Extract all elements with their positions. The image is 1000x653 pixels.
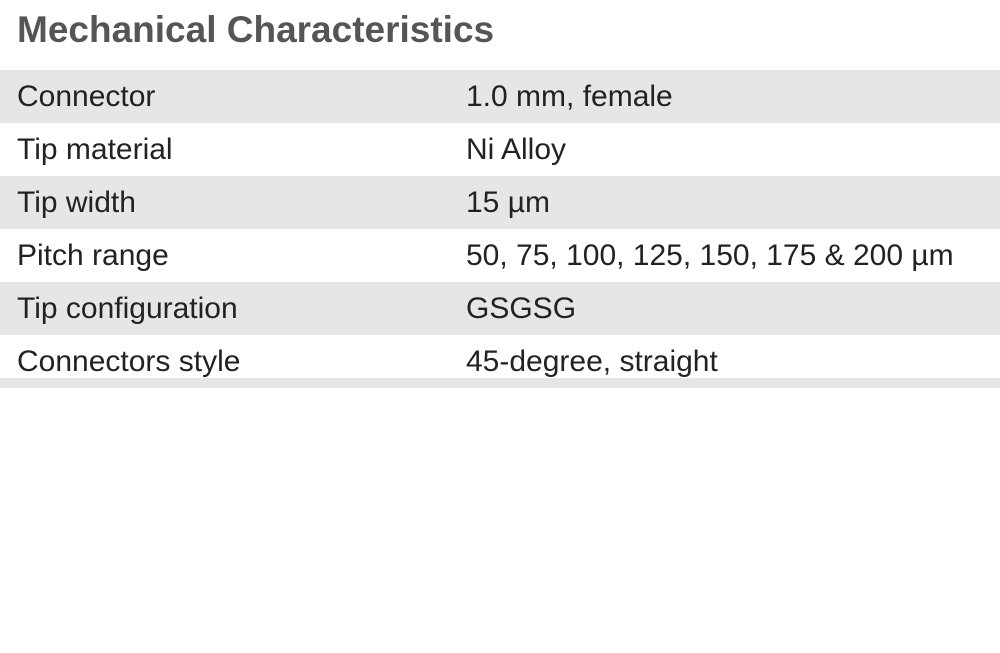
row-label-connector: Connector — [17, 79, 156, 113]
row-value-pitch-range: 50, 75, 100, 125, 150, 175 & 200 µm — [466, 238, 954, 272]
table-row: Tip configuration GSGSG — [0, 282, 1000, 335]
row-value-connectors-style: 45-degree, straight — [466, 344, 718, 378]
row-value-tip-width: 15 µm — [466, 185, 550, 219]
row-label-tip-material: Tip material — [17, 132, 173, 166]
page-title: Mechanical Characteristics — [17, 9, 495, 50]
table-row: Connectors style 45-degree, straight — [0, 335, 1000, 388]
table-row: Tip material Ni Alloy — [0, 123, 1000, 176]
table-bottom-divider — [0, 378, 1000, 388]
table-row: Connector 1.0 mm, female — [0, 70, 1000, 123]
spec-table: Connector 1.0 mm, female Tip material Ni… — [0, 70, 1000, 388]
row-label-pitch-range: Pitch range — [17, 238, 169, 272]
row-label-connectors-style: Connectors style — [17, 344, 241, 378]
row-label-tip-configuration: Tip configuration — [17, 291, 238, 325]
row-value-tip-configuration: GSGSG — [466, 291, 577, 325]
row-value-tip-material: Ni Alloy — [466, 132, 567, 166]
row-label-tip-width: Tip width — [17, 185, 136, 219]
table-row: Pitch range 50, 75, 100, 125, 150, 175 &… — [0, 229, 1000, 282]
table-row: Tip width 15 µm — [0, 176, 1000, 229]
row-value-connector: 1.0 mm, female — [466, 79, 673, 113]
